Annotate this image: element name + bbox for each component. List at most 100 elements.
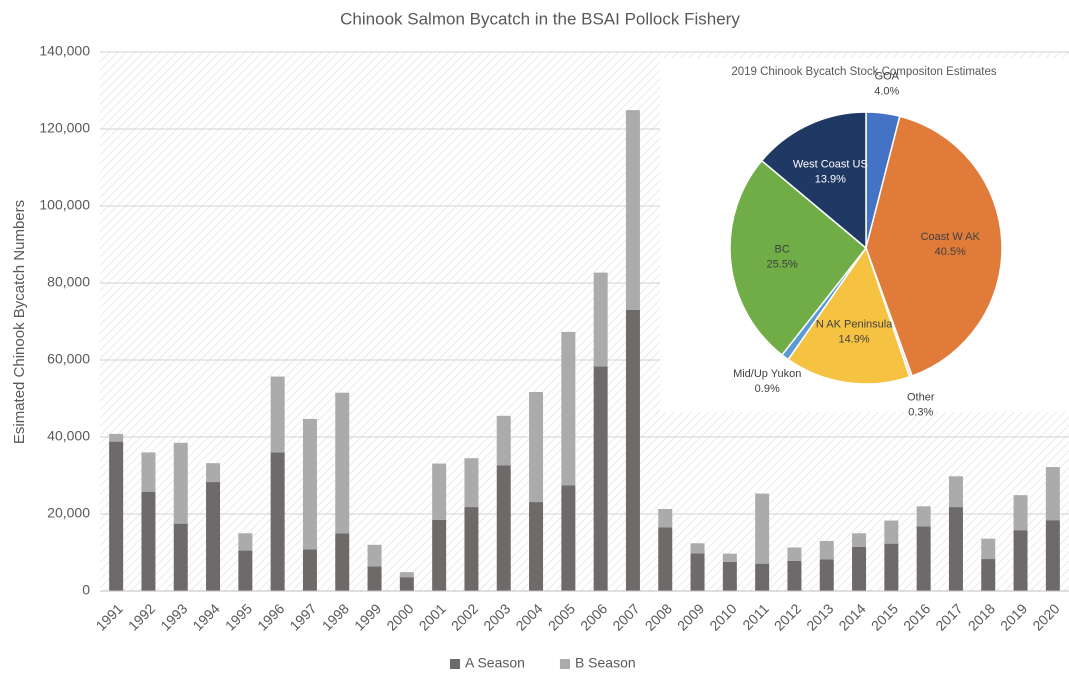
bar-segment	[561, 331, 576, 486]
bar-segment	[561, 485, 576, 591]
bar-segment	[529, 502, 544, 591]
bar-segment	[302, 418, 317, 550]
x-tick-label: 2010	[706, 600, 739, 633]
x-tick-label: 1992	[125, 600, 158, 633]
bar-segment	[948, 507, 963, 591]
bar-segment	[948, 476, 963, 508]
x-tick-label: 2017	[932, 600, 965, 633]
y-tick-label: 140,000	[39, 43, 90, 59]
bar-segment	[270, 376, 285, 453]
bar-segment	[722, 553, 737, 562]
bar-segment	[270, 452, 285, 591]
pie-label-value: 0.3%	[908, 407, 933, 419]
bar-segment	[335, 392, 350, 534]
chart-title: Chinook Salmon Bycatch in the BSAI Pollo…	[340, 9, 740, 28]
pie-label-name: Other	[907, 392, 935, 404]
bar-segment	[432, 463, 447, 520]
pie-label-name: BC	[774, 244, 789, 256]
pie-slice	[729, 159, 868, 356]
y-tick-label: 40,000	[47, 428, 90, 444]
legend-label: A Season	[465, 655, 525, 671]
pie-label-name: N AK Peninsula	[816, 318, 893, 330]
bar-segment	[399, 572, 414, 578]
pie-label-value: 0.9%	[755, 383, 780, 395]
y-tick-label: 120,000	[39, 120, 90, 136]
bar-segment	[109, 441, 124, 591]
bar-segment	[496, 465, 511, 591]
x-tick-label: 2012	[771, 600, 804, 633]
bar-segment	[367, 566, 382, 591]
bar-segment	[399, 577, 414, 591]
bar-segment	[109, 433, 124, 442]
legend-swatch	[450, 659, 460, 669]
x-tick-label: 2016	[900, 600, 933, 633]
bar-segment	[206, 463, 221, 483]
bar-segment	[335, 533, 350, 591]
x-tick-label: 1995	[222, 600, 255, 633]
legend-swatch	[559, 659, 570, 669]
bar-segment	[1013, 530, 1028, 591]
x-tick-label: 2011	[739, 600, 772, 633]
y-tick-label: 0	[82, 582, 90, 598]
x-tick-label: 2020	[1029, 600, 1062, 633]
bar-segment	[302, 549, 317, 591]
x-tick-label: 2009	[674, 600, 707, 633]
x-tick-label: 2008	[642, 600, 675, 633]
bar-segment	[852, 533, 867, 547]
bar-segment	[1045, 520, 1060, 591]
x-tick-label: 2013	[803, 600, 836, 633]
bar-segment	[432, 519, 447, 591]
pie-title: 2019 Chinook Bycatch Stock Compositon Es…	[731, 66, 997, 78]
bar-segment	[852, 546, 867, 591]
legend-label: B Season	[575, 655, 636, 671]
bar-segment	[658, 527, 673, 591]
pie-label-name: Coast W AK	[921, 231, 981, 243]
pie-label-name: GOA	[875, 70, 900, 82]
bar-segment	[464, 507, 479, 591]
bar-segment	[690, 553, 705, 591]
x-tick-label: 1991	[93, 600, 126, 633]
x-tick-label: 1994	[189, 600, 222, 633]
bar-segment	[884, 520, 899, 544]
bar-segment	[916, 506, 931, 527]
pie-label-value: 25.5%	[767, 259, 798, 271]
bar-segment	[593, 366, 608, 591]
bar-segment	[141, 452, 156, 492]
pie-label-value: 40.5%	[935, 246, 966, 258]
x-tick-label: 2002	[448, 600, 481, 633]
bar-segment	[819, 559, 834, 591]
bar-segment	[722, 561, 737, 591]
x-tick-label: 2001	[416, 600, 449, 633]
x-tick-label: 2019	[997, 600, 1030, 633]
y-axis-label: Esimated Chinook Bycatch Numbers	[11, 200, 28, 444]
bar-segment	[173, 523, 188, 591]
pie-layer: GOA 4.0% Coast W AK 40.5% Other 0.3% N AK Peni…	[729, 70, 1003, 419]
bar-segment	[755, 563, 770, 591]
bar-segment	[141, 491, 156, 591]
pie-slice	[787, 246, 911, 385]
x-tick-label: 2015	[868, 600, 901, 633]
pie-slice	[760, 111, 867, 250]
bar-segment	[819, 540, 834, 560]
x-tick-label: 1997	[286, 600, 319, 633]
bar-segment	[496, 415, 511, 466]
pie-label-value: 4.0%	[874, 85, 899, 97]
x-tick-label: 1998	[319, 600, 352, 633]
x-tick-label: 2004	[512, 600, 545, 633]
bar-segment	[884, 543, 899, 591]
bar-segment	[787, 547, 802, 561]
bar-segment	[916, 526, 931, 591]
bar-segment	[1045, 467, 1060, 521]
pie-label-value: 14.9%	[839, 333, 870, 345]
x-tick-label: 2014	[835, 600, 868, 633]
y-tick-label: 20,000	[47, 505, 90, 521]
bar-segment	[981, 538, 996, 560]
bar-segment	[238, 550, 253, 591]
y-tick-label: 80,000	[47, 274, 90, 290]
bar-segment	[625, 309, 640, 591]
bar-segment	[529, 391, 544, 503]
pie-label-name: West Coast US	[793, 158, 868, 170]
x-tick-label: 2000	[383, 600, 416, 633]
pie-slice	[865, 115, 1003, 377]
